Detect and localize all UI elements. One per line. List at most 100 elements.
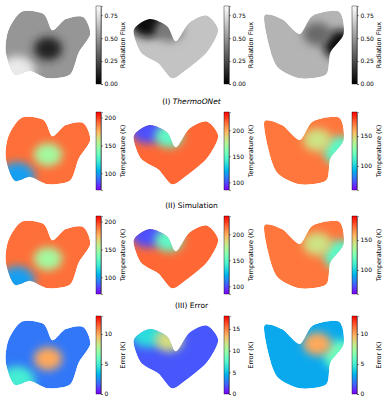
tick-mark [357, 38, 359, 39]
colorbar-axis: 0.00 0.25 0.50 0.75 [229, 7, 246, 88]
tick-mark [229, 329, 231, 330]
tick: 5 [357, 360, 365, 367]
shape-group [264, 11, 359, 79]
colorbar-axis-line [102, 217, 104, 295]
tick-label: 100 [361, 162, 373, 169]
tick-label: 15 [233, 325, 241, 332]
colorbar-axis: 0510 [357, 317, 368, 398]
shape-group [130, 218, 218, 288]
tick-mark [229, 372, 231, 373]
tick-mark [357, 136, 359, 137]
tick-mark [101, 61, 103, 62]
tick: 200 [229, 127, 244, 134]
shape-group [0, 221, 90, 296]
row-title: (II) Simulation [165, 201, 218, 210]
tick: 0.00 [357, 80, 374, 87]
tick-label: 0.25 [233, 57, 247, 64]
tick-label: 0.25 [105, 57, 119, 64]
shape-region [303, 22, 331, 45]
tick: 100 [229, 283, 244, 290]
tick: 15 [229, 325, 240, 332]
tick-mark [101, 277, 103, 278]
colorbar [352, 216, 357, 294]
shape-region [34, 347, 62, 370]
panel: 0.000.250.500.75Radiation Flux [264, 6, 383, 87]
tick-label: 100 [105, 170, 117, 177]
tick: 0.75 [101, 12, 118, 19]
tick-label: 150 [361, 132, 373, 139]
tick: 0 [357, 390, 365, 397]
tick-mark [357, 270, 359, 271]
panel: 051015Error (K) [130, 316, 255, 397]
figure: 0.000.250.500.75Radiation Flux0.000.250.… [0, 0, 383, 400]
shape-region [303, 128, 331, 151]
tick-mark [229, 130, 231, 131]
tick-label: 0 [105, 390, 109, 397]
tick-mark [101, 394, 103, 395]
colorbar-axis: 100150200 [101, 113, 116, 191]
colorbar-label: Error (K) [375, 341, 383, 368]
tick-label: 0.75 [105, 12, 119, 19]
panel: 100150Temperature (K) [264, 112, 383, 191]
tick: 150 [357, 236, 372, 243]
tick-label: 0.75 [361, 12, 375, 19]
tick-label: 0.00 [361, 80, 375, 87]
tick-label: 0.75 [233, 12, 247, 19]
colorbar-axis-line [358, 217, 360, 295]
tick-mark [101, 173, 103, 174]
tick-label: 100 [233, 283, 245, 290]
panel: 100150Temperature (K) [264, 216, 383, 295]
tick-label: 10 [233, 347, 241, 354]
colorbar-axis-line [230, 317, 232, 395]
tick: 200 [101, 114, 116, 121]
panel: 0510Error (K) [264, 316, 383, 397]
colorbar-axis-line [358, 7, 360, 85]
tick-label: 5 [361, 360, 365, 367]
colorbar [224, 316, 229, 394]
colorbar-axis-line [230, 217, 232, 295]
panel: 0510Error (K) [0, 316, 127, 397]
tick-mark [101, 118, 103, 119]
colorbar-label: Temperature (K) [119, 229, 127, 283]
shape-region [155, 329, 183, 352]
tick: 200 [229, 231, 244, 238]
tick: 0.00 [101, 80, 118, 87]
panel: 0.000.250.500.75Radiation Flux [130, 6, 255, 87]
tick: 0.25 [229, 57, 246, 64]
shape-region [0, 366, 35, 396]
colorbar-label: Temperature (K) [375, 229, 383, 283]
tick-mark [229, 394, 231, 395]
shape-group [0, 11, 90, 86]
shape-region [155, 125, 183, 148]
tick-mark [101, 15, 103, 16]
tick: 100 [101, 274, 116, 281]
colorbar-label: Error (K) [119, 341, 127, 368]
shape-region [34, 247, 62, 270]
shape-region [155, 229, 183, 252]
panel: 100150200Temperature (K) [0, 112, 127, 192]
tick-mark [101, 145, 103, 146]
row-title: (III) Error [175, 301, 209, 310]
tick-label: 0.50 [361, 35, 375, 42]
tick: 200 [101, 218, 116, 225]
tick-label: 5 [233, 369, 237, 376]
colorbar-axis: 100150 [357, 217, 372, 295]
shape-group [130, 318, 218, 388]
colorbar [352, 6, 357, 84]
tick-label: 0.50 [233, 35, 247, 42]
tick: 150 [229, 153, 244, 160]
colorbar-axis: 0.00 0.25 0.50 0.75 [101, 7, 118, 88]
tick: 150 [357, 132, 372, 139]
panel: 0.000.250.500.75Radiation Flux [0, 6, 127, 87]
shape-group [264, 117, 359, 185]
tick-label: 0.00 [233, 80, 247, 87]
tick-mark [229, 182, 231, 183]
colorbar-axis-line [102, 317, 104, 395]
tick-mark [229, 84, 231, 85]
tick-mark [229, 61, 231, 62]
colorbar [224, 216, 229, 294]
tick-mark [101, 84, 103, 85]
tick-mark [229, 351, 231, 352]
tick: 10 [229, 347, 240, 354]
tick-label: 0.50 [105, 35, 119, 42]
